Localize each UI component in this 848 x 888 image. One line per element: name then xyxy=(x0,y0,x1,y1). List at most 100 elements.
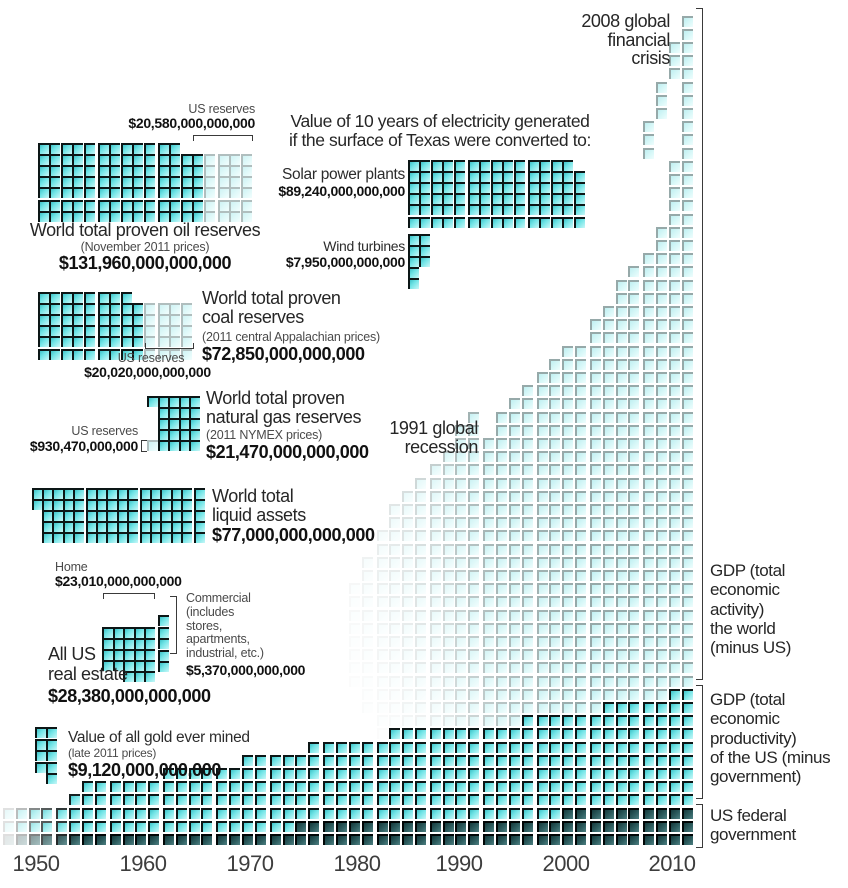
unit-square xyxy=(38,143,49,154)
unit-square xyxy=(180,200,192,211)
unit-square xyxy=(656,622,668,634)
unit-square xyxy=(668,292,680,304)
unit-square xyxy=(681,134,693,146)
unit-square xyxy=(254,768,266,779)
unit-square xyxy=(442,160,454,171)
unit-square xyxy=(455,596,467,608)
unit-square xyxy=(86,488,97,499)
unit-square xyxy=(468,451,480,463)
unit-square xyxy=(468,807,480,819)
unit-square xyxy=(122,794,134,806)
unit-square xyxy=(479,171,491,182)
unit-square xyxy=(615,504,627,515)
unit-square xyxy=(42,488,54,499)
unit-square xyxy=(194,521,205,532)
unit-square xyxy=(615,715,627,727)
unit-square xyxy=(508,517,520,529)
unit-square xyxy=(681,226,693,238)
unit-square xyxy=(158,200,169,211)
unit-square xyxy=(468,517,480,529)
unit-square xyxy=(429,715,441,727)
unit-square xyxy=(180,336,192,347)
unit-square xyxy=(430,217,442,228)
unit-square xyxy=(282,834,294,845)
unit-square xyxy=(539,171,551,182)
unit-square xyxy=(402,741,414,753)
unit-square xyxy=(668,398,680,410)
unit-square xyxy=(163,781,175,793)
unit-square xyxy=(496,807,508,819)
unit-square xyxy=(120,336,132,347)
unit-square xyxy=(389,781,401,793)
unit-square xyxy=(575,477,586,489)
unit-square xyxy=(628,424,640,436)
unit-square xyxy=(562,385,574,397)
unit-square xyxy=(60,325,72,336)
unit-square xyxy=(589,609,601,621)
unit-square xyxy=(668,688,680,700)
unit-square xyxy=(496,649,508,661)
unit-square xyxy=(656,807,668,819)
unit-square xyxy=(549,596,561,608)
unit-square xyxy=(72,499,84,510)
unit-square xyxy=(668,570,680,581)
unit-square xyxy=(656,728,668,740)
unit-square xyxy=(189,440,200,451)
unit-square xyxy=(615,411,627,423)
unit-square xyxy=(528,182,539,193)
unit-square xyxy=(455,464,467,476)
unit-square xyxy=(163,807,175,819)
unit-square xyxy=(615,451,627,463)
unit-square xyxy=(414,530,426,542)
unit-square xyxy=(94,820,106,832)
unit-square xyxy=(389,834,401,845)
unit-square xyxy=(681,253,693,265)
unit-square xyxy=(83,154,95,165)
unit-square xyxy=(132,165,144,176)
unit-square xyxy=(575,794,586,806)
unit-square xyxy=(69,794,81,806)
unit-square xyxy=(429,754,441,766)
unit-square xyxy=(549,649,561,661)
unit-square xyxy=(49,165,61,176)
unit-square xyxy=(414,556,426,568)
unit-square xyxy=(194,532,205,543)
unit-square xyxy=(160,510,172,521)
unit-square xyxy=(254,834,266,845)
unit-square xyxy=(86,521,97,532)
unit-square xyxy=(589,424,601,436)
unit-square xyxy=(681,28,693,40)
unit-square xyxy=(562,171,574,182)
unit-square xyxy=(408,245,419,256)
unit-square xyxy=(508,504,520,515)
unit-square xyxy=(468,702,480,713)
gold-value: $9,120,000,000,000 xyxy=(68,760,221,780)
home-label: Home xyxy=(55,560,88,574)
x-axis-tick-label: 1970 xyxy=(226,851,274,876)
unit-square xyxy=(442,688,454,700)
unit-square xyxy=(143,187,155,198)
unit-square xyxy=(361,834,373,845)
unit-square xyxy=(295,754,307,766)
unit-square xyxy=(49,325,61,336)
unit-square xyxy=(282,768,294,779)
unit-square xyxy=(549,715,561,727)
unit-square xyxy=(615,688,627,700)
unit-square xyxy=(668,266,680,278)
unit-square xyxy=(408,234,419,245)
annotation-2008-crisis: 2008 global financial crisis xyxy=(581,11,670,68)
unit-square xyxy=(389,675,401,687)
unit-square xyxy=(562,182,574,193)
unit-square xyxy=(98,325,109,336)
unit-square xyxy=(602,768,614,779)
unit-square xyxy=(656,556,668,568)
unit-square xyxy=(442,583,454,595)
unit-square xyxy=(562,358,574,370)
unit-square xyxy=(575,424,586,436)
unit-square xyxy=(269,820,281,832)
unit-square xyxy=(668,424,680,436)
unit-square xyxy=(72,303,84,314)
unit-square xyxy=(681,728,693,740)
unit-square xyxy=(681,596,693,608)
unit-square xyxy=(83,292,95,303)
